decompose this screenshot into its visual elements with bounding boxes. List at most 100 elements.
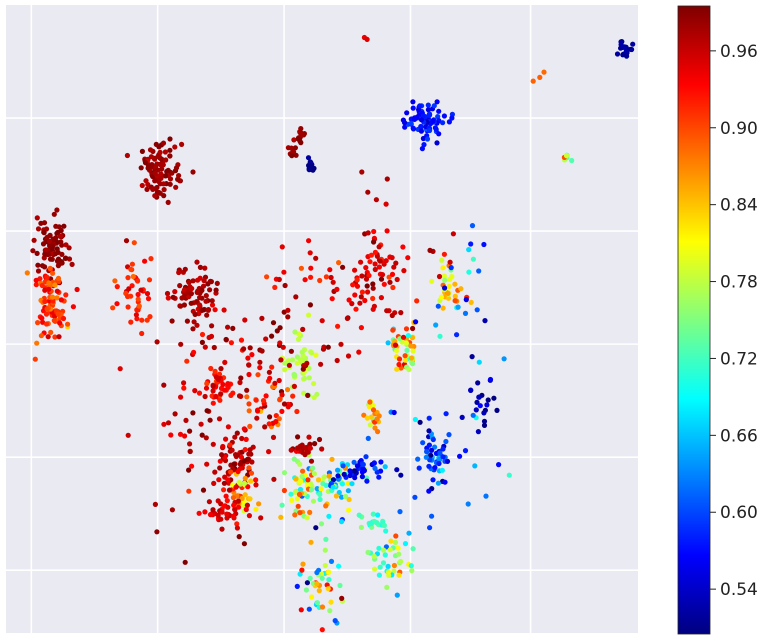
data-point-c10-548 xyxy=(349,301,355,307)
data-point-c32-1462 xyxy=(152,501,158,507)
data-point-c1-163 xyxy=(55,275,62,281)
data-point-c2-270 xyxy=(147,147,154,153)
data-point-c3-354 xyxy=(205,307,211,313)
data-point-c10-582 xyxy=(374,253,380,259)
data-point-c32-1467 xyxy=(231,461,237,467)
data-point-c32-1496 xyxy=(228,469,234,475)
data-point-c21-1052 xyxy=(376,474,382,480)
data-point-c5-456 xyxy=(400,117,406,123)
data-point-c16-801 xyxy=(238,454,245,460)
data-point-c29-1337 xyxy=(285,307,291,313)
data-point-c1-166 xyxy=(32,356,38,362)
data-point-c10-568 xyxy=(372,261,378,267)
data-point-c12-660 xyxy=(458,286,464,292)
data-point-c7-504 xyxy=(291,137,297,143)
data-point-c29-1325 xyxy=(280,344,286,350)
data-point-c11-603 xyxy=(405,333,411,339)
data-point-c16-833 xyxy=(243,436,249,442)
data-point-c33-1515 xyxy=(382,464,388,470)
data-point-c32-1470 xyxy=(154,529,160,535)
data-point-c3-345 xyxy=(194,259,200,265)
data-point-c0-73 xyxy=(66,245,72,251)
data-point-c32-1452 xyxy=(227,442,233,448)
data-point-c9-539 xyxy=(308,163,314,169)
data-point-c0-53 xyxy=(47,256,54,262)
data-point-c4-373 xyxy=(139,317,145,323)
data-point-c33-1512 xyxy=(397,509,403,515)
data-point-c10-544 xyxy=(391,264,397,270)
data-point-c13-689 xyxy=(289,357,296,363)
data-point-c10-580 xyxy=(354,277,360,283)
data-point-c20-1022 xyxy=(346,496,352,503)
data-point-c2-247 xyxy=(164,168,170,175)
data-point-c25-1188 xyxy=(300,561,306,567)
data-point-c7-514 xyxy=(298,126,304,132)
data-point-c5-412 xyxy=(446,119,452,125)
data-point-c29-1339 xyxy=(325,344,331,350)
data-point-c16-840 xyxy=(204,461,210,467)
data-point-c10-565 xyxy=(354,283,361,289)
data-point-c17-864 xyxy=(246,465,252,471)
data-point-c18-925 xyxy=(246,513,252,519)
data-point-c21-1073 xyxy=(378,459,384,465)
data-point-c30-1383 xyxy=(279,244,285,250)
data-point-c26-1244 xyxy=(381,547,387,553)
data-point-c30-1401 xyxy=(390,284,396,291)
data-point-c0-66 xyxy=(62,255,69,261)
data-point-c1-131 xyxy=(33,277,39,283)
data-point-c19-969 xyxy=(315,477,322,483)
data-point-c15-780 xyxy=(217,397,223,403)
data-point-c15-772 xyxy=(203,385,210,391)
data-point-c2-275 xyxy=(162,149,168,155)
data-point-c11-613 xyxy=(394,366,400,372)
data-point-c10-569 xyxy=(367,259,373,265)
data-point-c3-335 xyxy=(201,278,207,284)
data-point-c25-1199 xyxy=(332,618,338,624)
data-point-c3-284 xyxy=(200,283,207,289)
data-point-c16-803 xyxy=(234,430,240,436)
data-point-c13-683 xyxy=(294,354,300,360)
data-point-c2-248 xyxy=(157,161,163,167)
data-point-c22-1100 xyxy=(429,513,435,519)
data-point-c14-713 xyxy=(269,364,275,370)
data-point-c29-1329 xyxy=(307,302,313,308)
data-point-c33-1507 xyxy=(457,453,463,459)
data-point-c0-52 xyxy=(41,220,48,226)
data-point-c5-443 xyxy=(436,108,442,114)
data-point-c1-171 xyxy=(74,286,80,293)
data-point-c3-341 xyxy=(188,300,194,306)
data-point-c17-856 xyxy=(256,501,262,507)
data-point-c5-473 xyxy=(441,113,447,119)
data-point-c22-1112 xyxy=(430,477,436,483)
data-point-c26-1230 xyxy=(396,572,402,578)
data-point-c34-1546 xyxy=(372,266,378,273)
data-point-c0-40 xyxy=(56,224,62,230)
data-point-c33-1524 xyxy=(427,525,433,531)
data-point-c0-4 xyxy=(41,255,47,261)
data-point-c18-900 xyxy=(234,521,240,527)
data-point-c30-1382 xyxy=(378,276,385,282)
data-point-c11-618 xyxy=(390,327,396,333)
data-point-c25-1180 xyxy=(323,536,329,543)
data-point-c4-401 xyxy=(110,305,116,311)
data-point-c24-1152 xyxy=(375,429,381,435)
data-point-c5-454 xyxy=(419,146,425,152)
data-point-c30-1367 xyxy=(336,260,342,266)
data-point-c12-658 xyxy=(445,290,451,296)
data-point-c33-1525 xyxy=(412,416,418,423)
data-point-c6-487 xyxy=(614,51,621,57)
data-point-c1-152 xyxy=(39,282,45,289)
data-point-c10-564 xyxy=(370,285,376,291)
data-point-c32-1487 xyxy=(177,431,184,437)
data-point-c9-535 xyxy=(305,155,312,161)
data-point-c13-692 xyxy=(306,375,312,381)
data-point-c20-1011 xyxy=(330,477,337,483)
data-point-c3-334 xyxy=(189,285,195,292)
data-point-c27-1266 xyxy=(368,521,374,527)
data-point-c32-1484 xyxy=(161,421,167,427)
data-point-c4-363 xyxy=(125,304,131,310)
data-point-c23-1123 xyxy=(316,436,323,443)
data-point-c28-1272 xyxy=(475,380,481,386)
data-point-c32-1476 xyxy=(181,385,187,391)
data-point-c30-1374 xyxy=(335,323,341,329)
